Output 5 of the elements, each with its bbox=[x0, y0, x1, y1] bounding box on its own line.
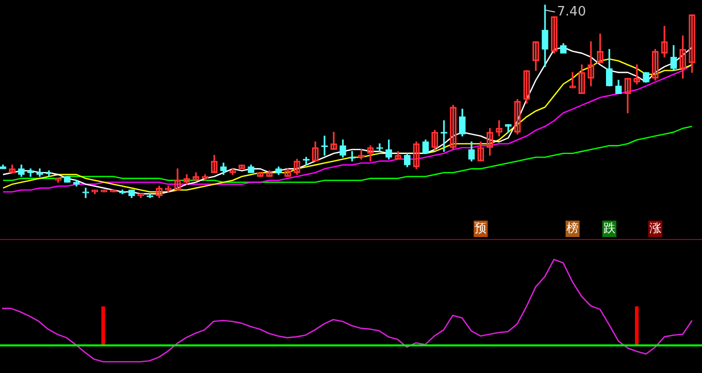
x-tick-label: 预 bbox=[474, 220, 487, 235]
x-tick-label: 榜 bbox=[566, 220, 579, 235]
x-tick-label: 跌 bbox=[603, 220, 616, 235]
annotation: 7.40 bbox=[557, 4, 586, 20]
x-tick-label: 涨 bbox=[649, 220, 662, 235]
